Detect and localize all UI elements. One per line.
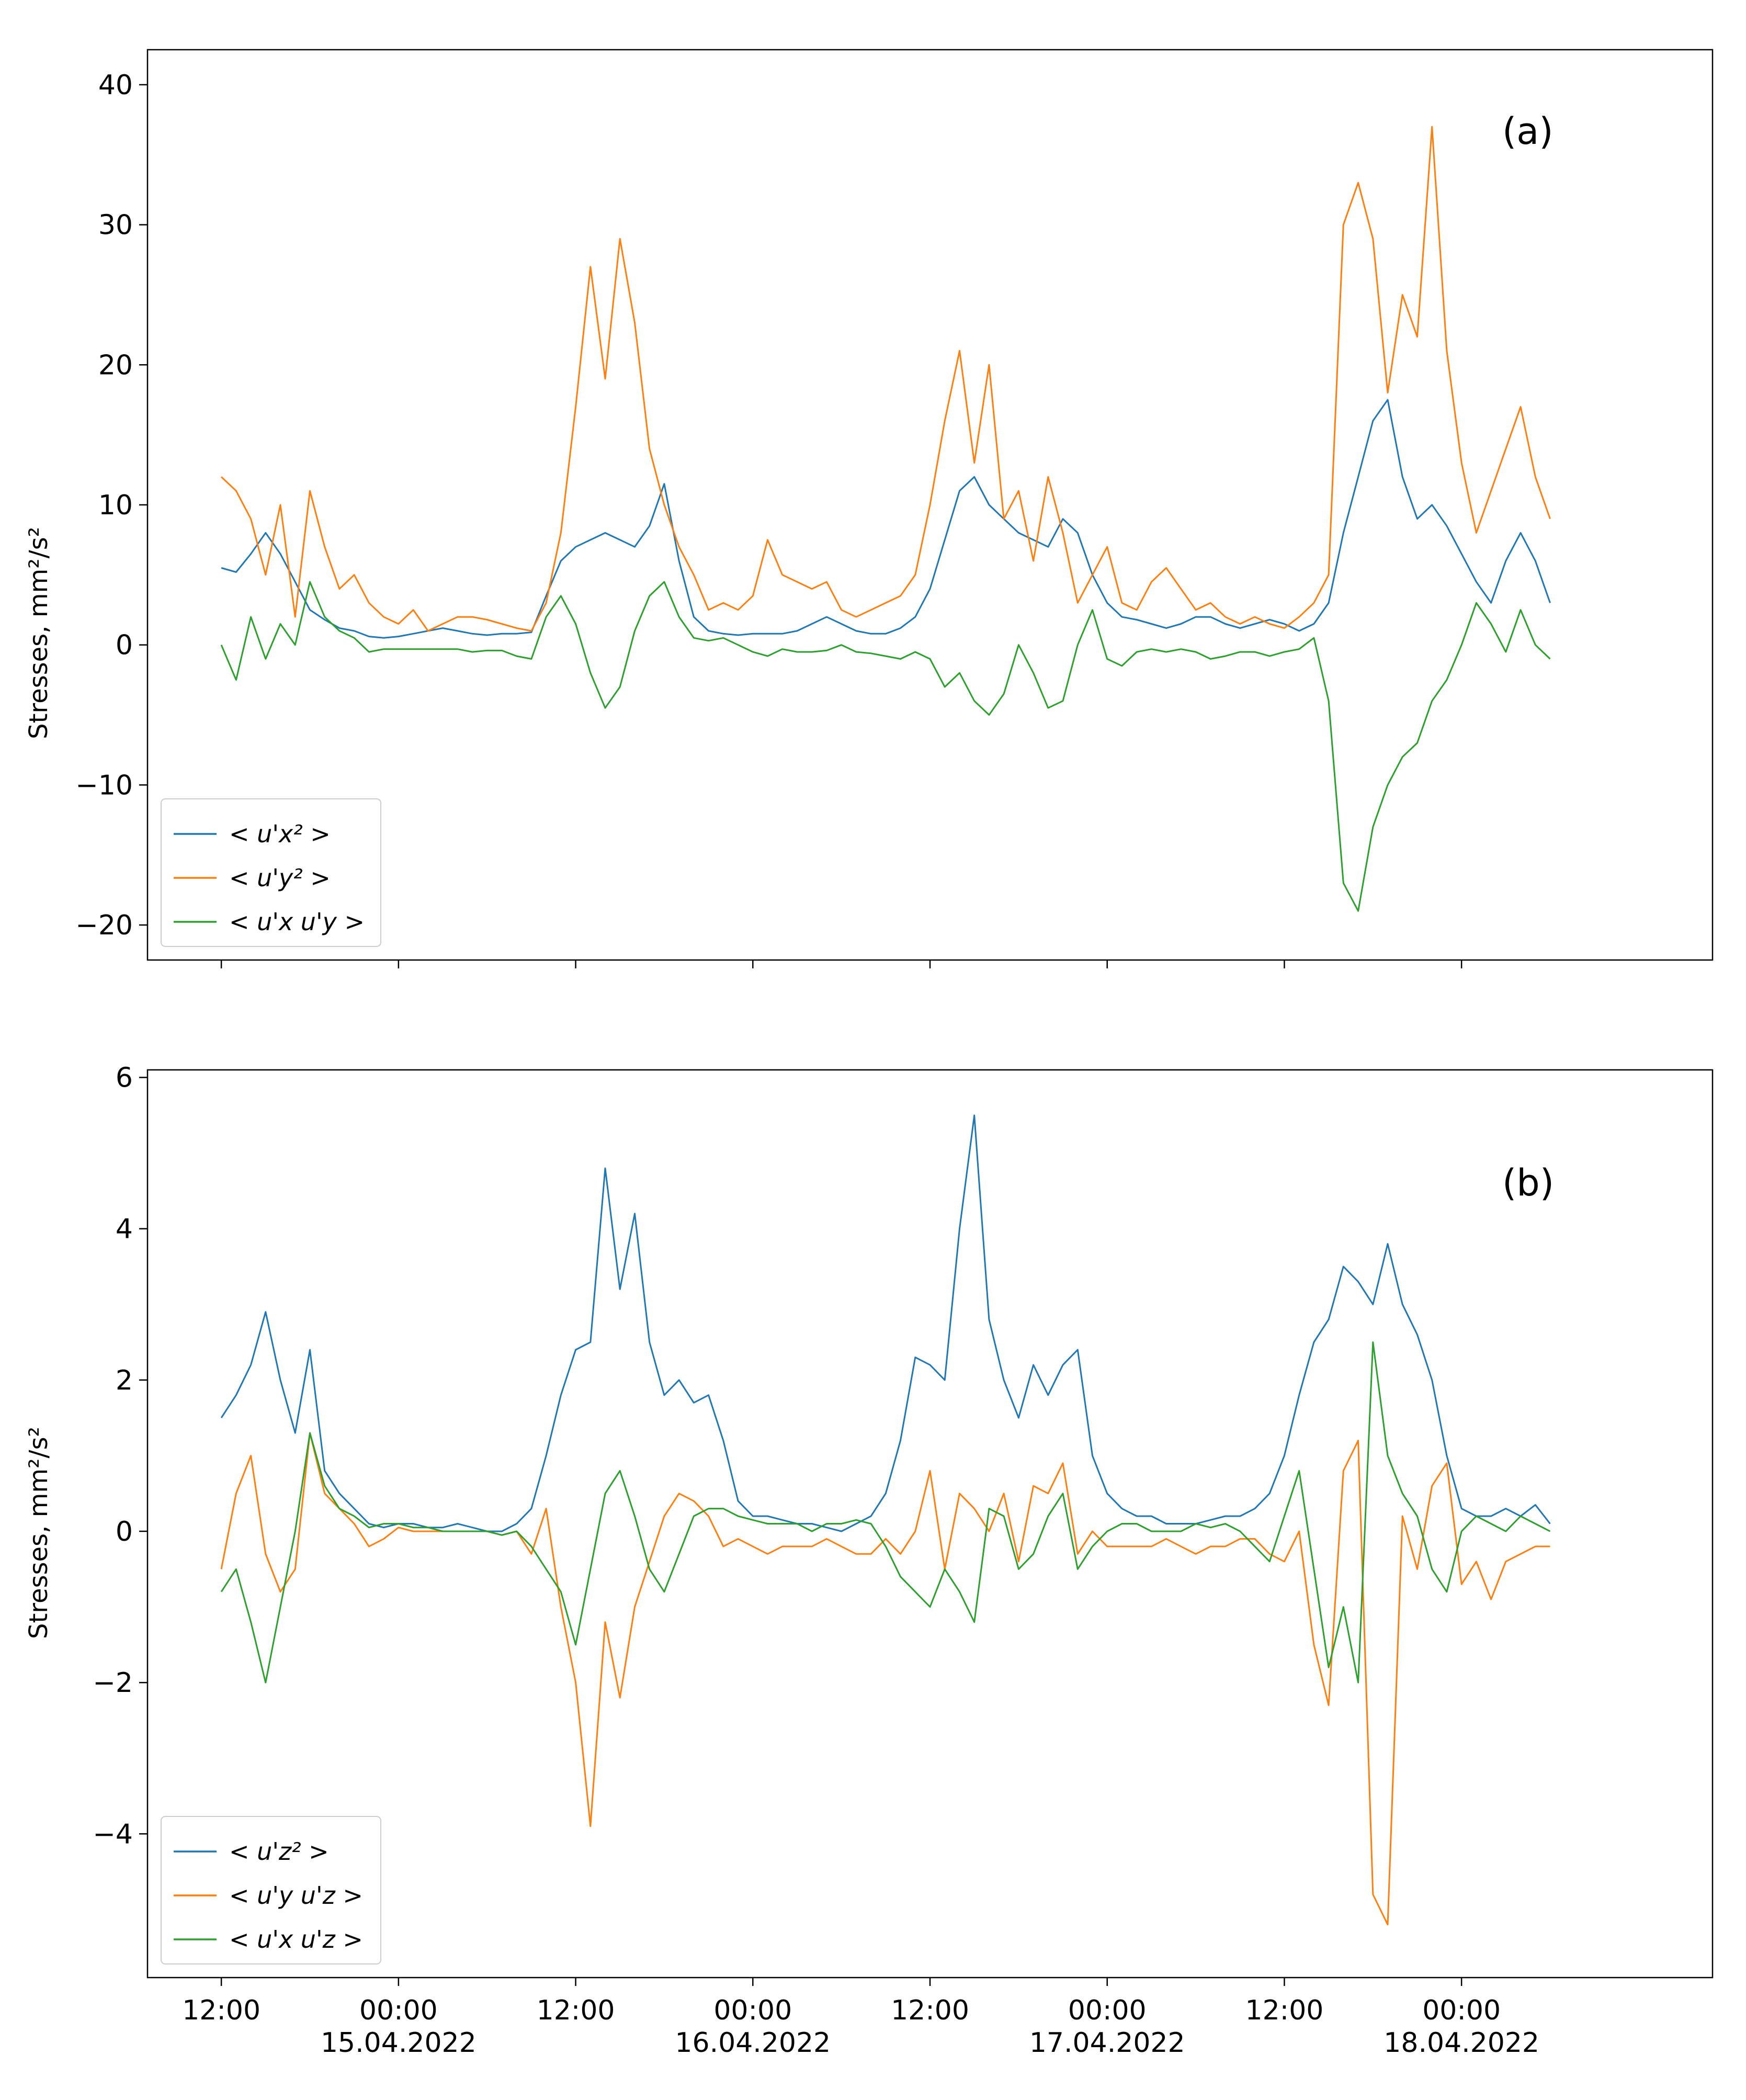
ytick-label: −4 (93, 1819, 133, 1850)
panel-label-a: (a) (1502, 110, 1554, 153)
xtick-label: 12:00 (537, 1995, 615, 2026)
xticks-a (220, 960, 1462, 968)
xtick-label: 12:00 (891, 1995, 969, 2026)
xtick-label: 00:00 (1068, 1995, 1147, 2026)
xtick-label: 00:00 (359, 1995, 438, 2026)
yticks-b: 6 4 2 0 −2 −4 (93, 1062, 148, 1850)
ytick-label: 0 (116, 1516, 133, 1548)
legend-label: < u'x² > (229, 820, 331, 848)
legend-label: < u'z² > (229, 1837, 329, 1866)
axes-frame-b (146, 1069, 1714, 1979)
legend-label: < u'y u'z > (229, 1881, 363, 1910)
plot-area-b (220, 1114, 1551, 1926)
ytick-label: 20 (98, 349, 133, 381)
series-line-a-2 (221, 126, 1551, 632)
ytick-label: 4 (116, 1214, 133, 1245)
ytick-label: 0 (116, 630, 133, 661)
series-line-a-1 (221, 399, 1551, 639)
ytick-label: 30 (98, 210, 133, 241)
ytick-label: −20 (75, 910, 133, 941)
legend-b: < u'z² > < u'y u'z > < u'x u'z > (161, 1816, 381, 1964)
ytick-label: 6 (116, 1062, 133, 1093)
panel-a: Stresses, mm²/s² 40 30 20 10 0 −10 −20 (a) < u… (24, 49, 1714, 968)
axes-frame-a (146, 49, 1714, 961)
legend-label: < u'y² > (229, 864, 331, 892)
xtick-label: 00:00 (1422, 1995, 1501, 2026)
ytick-label: −2 (93, 1667, 133, 1699)
ytick-label: 2 (116, 1365, 133, 1396)
series-line-a-3 (220, 581, 1551, 912)
ytick-label: 40 (98, 70, 133, 101)
panel-label-b: (b) (1502, 1161, 1554, 1204)
legend-label: < u'x u'y > (229, 908, 365, 936)
series-line-b-3 (220, 1341, 1551, 1684)
legend-label: < u'x u'z > (229, 1925, 363, 1954)
xtick-label: 12:00 (1245, 1995, 1324, 2026)
xtick-label: 16.04.2022 (675, 2027, 831, 2059)
ylabel-b: Stresses, mm²/s² (24, 1427, 53, 1639)
ytick-label: 10 (98, 490, 133, 521)
plot-area-a (220, 126, 1551, 912)
xtick-label: 17.04.2022 (1029, 2027, 1185, 2059)
xtick-label: 12:00 (182, 1995, 260, 2026)
legend-box (161, 798, 381, 947)
yticks-a: 40 30 20 10 0 −10 −20 (75, 70, 148, 941)
ytick-label: −10 (75, 770, 133, 801)
xtick-label: 00:00 (713, 1995, 792, 2026)
legend-box (161, 1816, 381, 1964)
xtick-label: 15.04.2022 (321, 2027, 477, 2059)
ylabel-a: Stresses, mm²/s² (24, 527, 53, 739)
series-line-b-1 (220, 1114, 1551, 1532)
xtick-label: 18.04.2022 (1384, 2027, 1539, 2059)
legend-a: < u'x² > < u'y² > < u'x u'y > (161, 798, 381, 947)
